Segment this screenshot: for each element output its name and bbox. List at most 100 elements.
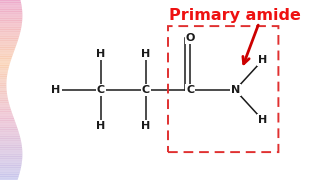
Polygon shape xyxy=(0,83,6,84)
Polygon shape xyxy=(0,126,17,127)
Polygon shape xyxy=(0,179,18,180)
Polygon shape xyxy=(0,68,9,69)
Text: H: H xyxy=(141,121,150,131)
Polygon shape xyxy=(0,152,22,154)
Polygon shape xyxy=(0,16,22,17)
Polygon shape xyxy=(0,17,22,18)
Polygon shape xyxy=(0,23,22,25)
Polygon shape xyxy=(0,110,11,111)
Polygon shape xyxy=(0,56,12,57)
Polygon shape xyxy=(0,26,21,27)
Polygon shape xyxy=(0,64,10,65)
Text: C: C xyxy=(141,85,150,95)
Polygon shape xyxy=(0,8,22,9)
Text: C: C xyxy=(186,85,195,95)
Polygon shape xyxy=(0,145,22,146)
Polygon shape xyxy=(0,43,17,44)
Polygon shape xyxy=(0,91,7,92)
Polygon shape xyxy=(0,127,18,128)
Polygon shape xyxy=(0,176,19,177)
Polygon shape xyxy=(0,96,8,98)
Polygon shape xyxy=(0,11,22,12)
Polygon shape xyxy=(0,20,22,21)
Polygon shape xyxy=(0,163,22,164)
Polygon shape xyxy=(0,121,15,122)
Polygon shape xyxy=(0,3,21,4)
Polygon shape xyxy=(0,29,21,30)
Polygon shape xyxy=(0,132,19,134)
Polygon shape xyxy=(0,156,22,157)
Polygon shape xyxy=(0,168,21,170)
Polygon shape xyxy=(0,61,11,63)
Polygon shape xyxy=(0,140,21,141)
Polygon shape xyxy=(0,10,22,11)
Polygon shape xyxy=(0,139,21,140)
Polygon shape xyxy=(0,30,21,31)
Polygon shape xyxy=(0,4,21,5)
Polygon shape xyxy=(0,34,20,35)
Polygon shape xyxy=(0,25,22,26)
Polygon shape xyxy=(0,98,8,99)
Polygon shape xyxy=(0,88,6,89)
Polygon shape xyxy=(0,167,21,168)
Polygon shape xyxy=(0,28,21,29)
Polygon shape xyxy=(0,103,9,105)
Polygon shape xyxy=(0,111,12,112)
Polygon shape xyxy=(0,93,7,94)
Polygon shape xyxy=(0,89,7,90)
Polygon shape xyxy=(0,146,22,147)
Polygon shape xyxy=(0,164,21,165)
Polygon shape xyxy=(0,12,22,13)
Polygon shape xyxy=(0,41,18,42)
Polygon shape xyxy=(0,107,11,108)
Polygon shape xyxy=(0,39,18,40)
Polygon shape xyxy=(0,31,20,32)
Polygon shape xyxy=(0,119,14,120)
Polygon shape xyxy=(0,82,6,83)
Polygon shape xyxy=(0,143,22,145)
Polygon shape xyxy=(0,109,11,110)
Polygon shape xyxy=(0,123,16,125)
Polygon shape xyxy=(0,178,18,179)
Polygon shape xyxy=(0,75,7,76)
Polygon shape xyxy=(0,59,11,60)
Polygon shape xyxy=(0,81,6,82)
Polygon shape xyxy=(0,138,20,139)
Polygon shape xyxy=(0,70,8,72)
Polygon shape xyxy=(0,2,21,3)
Polygon shape xyxy=(0,49,15,50)
Text: O: O xyxy=(186,33,195,43)
Polygon shape xyxy=(0,94,7,95)
Polygon shape xyxy=(0,47,16,48)
Polygon shape xyxy=(0,122,16,123)
Polygon shape xyxy=(0,21,22,22)
Polygon shape xyxy=(0,90,7,91)
Polygon shape xyxy=(0,170,20,172)
Polygon shape xyxy=(0,63,10,64)
Polygon shape xyxy=(0,165,21,166)
Polygon shape xyxy=(0,0,21,1)
Text: H: H xyxy=(258,55,267,65)
Polygon shape xyxy=(0,78,7,79)
Text: C: C xyxy=(97,85,105,95)
Polygon shape xyxy=(0,69,9,70)
Polygon shape xyxy=(0,101,9,102)
Polygon shape xyxy=(0,1,21,2)
Polygon shape xyxy=(0,172,20,173)
Polygon shape xyxy=(0,60,11,61)
Polygon shape xyxy=(0,159,22,161)
Polygon shape xyxy=(0,38,19,39)
Polygon shape xyxy=(0,128,18,129)
Polygon shape xyxy=(0,27,21,28)
Polygon shape xyxy=(0,18,22,19)
Polygon shape xyxy=(0,148,22,149)
Polygon shape xyxy=(0,79,7,81)
Polygon shape xyxy=(0,125,17,126)
Polygon shape xyxy=(0,100,8,101)
Polygon shape xyxy=(0,67,9,68)
Polygon shape xyxy=(0,86,6,87)
Polygon shape xyxy=(0,19,22,20)
Polygon shape xyxy=(0,72,8,73)
Polygon shape xyxy=(0,131,19,132)
Polygon shape xyxy=(0,154,22,155)
